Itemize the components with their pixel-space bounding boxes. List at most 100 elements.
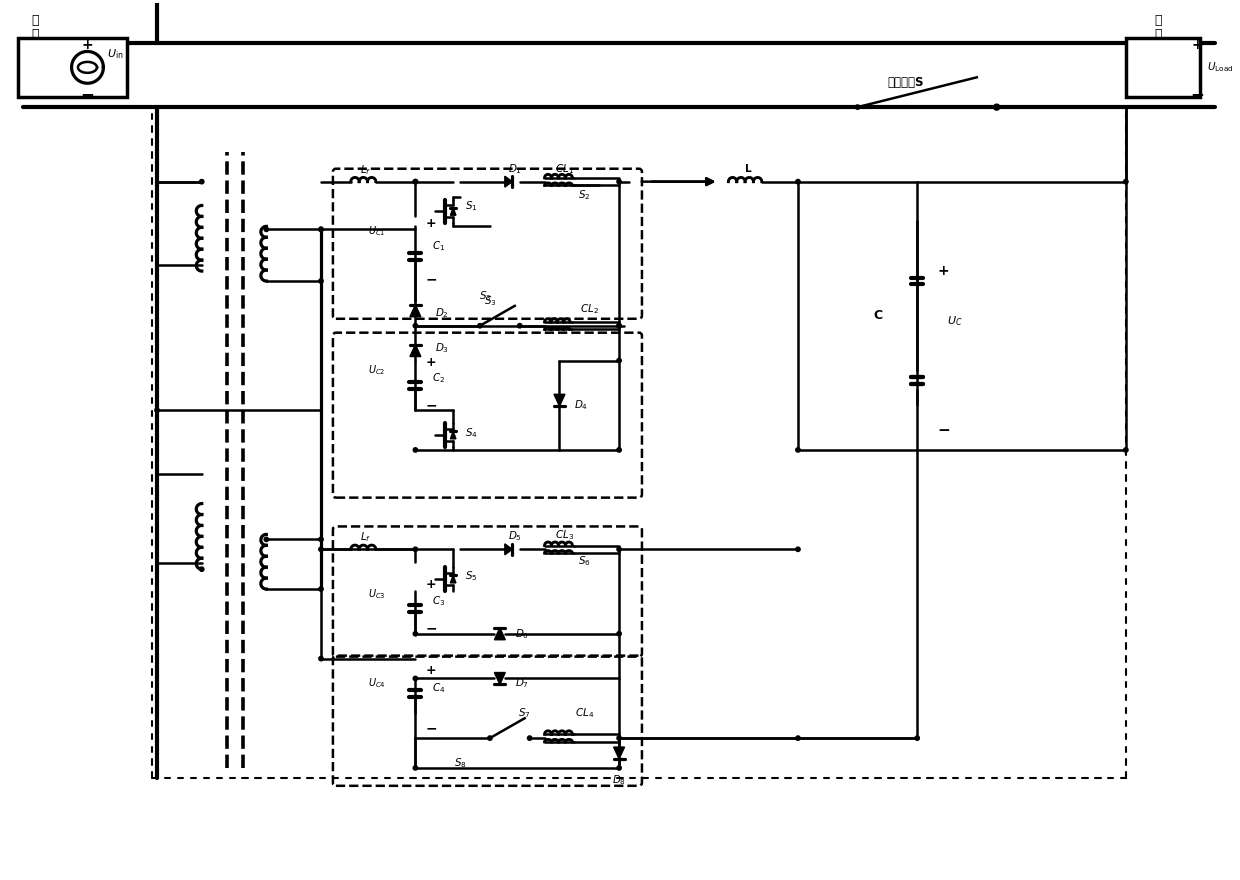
Circle shape xyxy=(618,547,621,552)
Text: 旁路开关S: 旁路开关S xyxy=(888,76,924,89)
Circle shape xyxy=(413,180,418,184)
Circle shape xyxy=(413,766,418,770)
Text: +: + xyxy=(425,356,436,369)
Circle shape xyxy=(994,105,999,109)
Circle shape xyxy=(319,656,324,661)
Text: 电: 电 xyxy=(31,14,38,27)
Circle shape xyxy=(993,104,999,110)
Text: +: + xyxy=(425,664,436,677)
Bar xyxy=(1126,38,1200,97)
Text: $U_{C3}$: $U_{C3}$ xyxy=(368,587,386,601)
Text: +: + xyxy=(425,216,436,230)
Circle shape xyxy=(319,279,324,283)
Circle shape xyxy=(413,324,418,328)
Text: $D_4$: $D_4$ xyxy=(574,399,589,412)
Text: $L_f$: $L_f$ xyxy=(360,531,371,545)
Text: $C_1$: $C_1$ xyxy=(433,239,445,253)
Text: $CL_3$: $CL_3$ xyxy=(554,529,574,542)
Circle shape xyxy=(264,227,269,231)
Text: +: + xyxy=(82,38,93,52)
Text: −: − xyxy=(425,622,436,636)
Text: $D_2$: $D_2$ xyxy=(435,306,449,319)
Text: $CL_4$: $CL_4$ xyxy=(574,707,594,720)
Circle shape xyxy=(1123,180,1128,184)
Circle shape xyxy=(1123,448,1128,452)
Text: $D_7$: $D_7$ xyxy=(515,677,528,690)
Text: C: C xyxy=(873,309,882,322)
Polygon shape xyxy=(495,627,506,640)
Text: L: L xyxy=(745,164,751,173)
Circle shape xyxy=(796,180,800,184)
Circle shape xyxy=(319,227,324,231)
Circle shape xyxy=(796,547,800,552)
Circle shape xyxy=(319,537,324,541)
Polygon shape xyxy=(450,208,456,216)
Text: $D_3$: $D_3$ xyxy=(435,341,449,356)
Text: +: + xyxy=(1192,38,1203,52)
Circle shape xyxy=(413,448,418,452)
Polygon shape xyxy=(554,394,565,407)
Circle shape xyxy=(796,736,800,740)
Text: $L_f$: $L_f$ xyxy=(360,163,371,177)
Circle shape xyxy=(618,180,621,184)
Text: $S_1$: $S_1$ xyxy=(465,200,477,213)
Polygon shape xyxy=(450,576,456,583)
Circle shape xyxy=(487,736,492,740)
Polygon shape xyxy=(450,431,456,439)
Circle shape xyxy=(618,358,621,363)
Text: $D_8$: $D_8$ xyxy=(613,773,626,787)
Text: $D_6$: $D_6$ xyxy=(515,627,529,641)
Circle shape xyxy=(618,324,621,328)
Polygon shape xyxy=(410,304,420,317)
Circle shape xyxy=(618,736,621,740)
Circle shape xyxy=(796,448,800,452)
Polygon shape xyxy=(614,747,625,759)
Text: 网: 网 xyxy=(31,28,38,41)
Circle shape xyxy=(618,324,621,328)
Text: 负: 负 xyxy=(1154,14,1162,27)
Text: 载: 载 xyxy=(1154,28,1162,41)
Text: $S_3$: $S_3$ xyxy=(479,289,491,303)
Text: $D_5$: $D_5$ xyxy=(508,530,522,543)
Text: $C_4$: $C_4$ xyxy=(433,681,445,695)
Circle shape xyxy=(319,227,324,231)
Bar xyxy=(17,38,128,97)
Text: −: − xyxy=(425,399,436,412)
Text: −: − xyxy=(81,85,94,103)
Circle shape xyxy=(517,324,522,328)
Circle shape xyxy=(413,547,418,552)
Text: $D_1$: $D_1$ xyxy=(507,162,522,176)
Circle shape xyxy=(618,448,621,452)
Text: $C_3$: $C_3$ xyxy=(433,594,445,608)
Text: $S_2$: $S_2$ xyxy=(578,188,590,202)
Text: $U_{\rm in}$: $U_{\rm in}$ xyxy=(108,48,124,62)
Text: $S_8$: $S_8$ xyxy=(454,756,466,770)
Text: $CL_2$: $CL_2$ xyxy=(580,302,599,316)
Text: $S_4$: $S_4$ xyxy=(465,426,477,440)
Text: $U_C$: $U_C$ xyxy=(947,314,962,327)
Circle shape xyxy=(319,547,324,552)
Circle shape xyxy=(155,408,159,413)
Text: $CL_1$: $CL_1$ xyxy=(556,162,574,176)
Text: +: + xyxy=(937,264,949,278)
Circle shape xyxy=(319,587,324,591)
Text: −: − xyxy=(425,722,436,735)
Polygon shape xyxy=(505,544,512,554)
Text: $S_3$: $S_3$ xyxy=(484,294,496,308)
Circle shape xyxy=(856,105,859,109)
Text: $C_2$: $C_2$ xyxy=(433,371,445,385)
Circle shape xyxy=(413,180,418,184)
Text: $U_{C4}$: $U_{C4}$ xyxy=(368,677,386,690)
Circle shape xyxy=(618,632,621,636)
Circle shape xyxy=(200,567,203,571)
Text: −: − xyxy=(937,422,950,437)
Text: $U_{C1}$: $U_{C1}$ xyxy=(368,224,386,238)
Text: $U_{C2}$: $U_{C2}$ xyxy=(368,363,386,378)
Text: $S_7$: $S_7$ xyxy=(518,707,531,720)
Text: +: + xyxy=(425,577,436,590)
Polygon shape xyxy=(505,176,512,187)
Circle shape xyxy=(413,677,418,680)
Circle shape xyxy=(200,180,203,184)
Polygon shape xyxy=(410,345,420,356)
Circle shape xyxy=(264,537,269,541)
